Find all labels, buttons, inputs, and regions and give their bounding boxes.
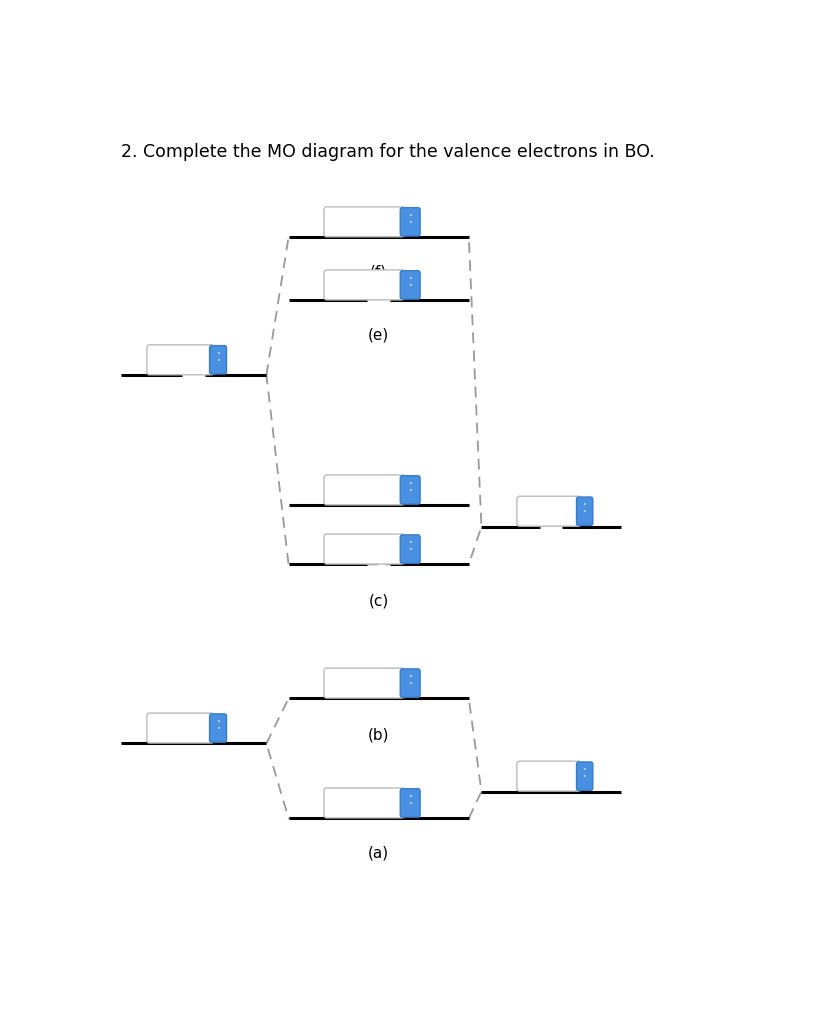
FancyBboxPatch shape <box>324 668 405 698</box>
FancyBboxPatch shape <box>517 497 581 526</box>
Text: ˅: ˅ <box>583 510 587 519</box>
FancyBboxPatch shape <box>576 497 592 525</box>
Text: ˅: ˅ <box>408 488 412 498</box>
Text: (e): (e) <box>368 328 389 343</box>
FancyBboxPatch shape <box>210 346 227 374</box>
Text: ˄: ˄ <box>408 675 412 684</box>
Text: ˄: ˄ <box>408 214 412 223</box>
FancyBboxPatch shape <box>147 713 214 743</box>
FancyBboxPatch shape <box>401 476 420 504</box>
Text: ˄: ˄ <box>408 795 412 804</box>
Text: (b): (b) <box>368 728 389 742</box>
Text: ˄: ˄ <box>216 352 220 361</box>
Text: ˄: ˄ <box>583 504 587 512</box>
FancyBboxPatch shape <box>401 669 420 697</box>
Text: ˅: ˅ <box>408 802 412 811</box>
Text: ˄: ˄ <box>408 482 412 492</box>
Text: ˄: ˄ <box>408 542 412 550</box>
FancyBboxPatch shape <box>324 270 405 300</box>
Text: ˅: ˅ <box>408 284 412 293</box>
FancyBboxPatch shape <box>576 762 592 791</box>
FancyBboxPatch shape <box>401 788 420 817</box>
Text: 2. Complete the MO diagram for the valence electrons in BO.: 2. Complete the MO diagram for the valen… <box>121 142 654 161</box>
Text: (f): (f) <box>370 265 388 280</box>
FancyBboxPatch shape <box>210 714 227 742</box>
FancyBboxPatch shape <box>324 535 405 564</box>
Text: ˅: ˅ <box>216 358 220 368</box>
Text: ˄: ˄ <box>408 278 412 286</box>
FancyBboxPatch shape <box>517 761 581 792</box>
Text: (c): (c) <box>369 594 388 608</box>
FancyBboxPatch shape <box>401 270 420 299</box>
FancyBboxPatch shape <box>401 208 420 236</box>
Text: (d): (d) <box>368 535 389 550</box>
FancyBboxPatch shape <box>324 207 405 237</box>
Text: ˄: ˄ <box>583 768 587 777</box>
FancyBboxPatch shape <box>401 535 420 563</box>
Text: ˅: ˅ <box>408 682 412 691</box>
Text: (a): (a) <box>368 846 389 861</box>
Text: ˅: ˅ <box>408 220 412 229</box>
Text: ˄: ˄ <box>216 720 220 729</box>
Text: ˅: ˅ <box>583 775 587 784</box>
FancyBboxPatch shape <box>324 787 405 818</box>
FancyBboxPatch shape <box>324 475 405 505</box>
FancyBboxPatch shape <box>147 345 214 375</box>
Text: ˅: ˅ <box>216 727 220 736</box>
Text: ˅: ˅ <box>408 548 412 557</box>
